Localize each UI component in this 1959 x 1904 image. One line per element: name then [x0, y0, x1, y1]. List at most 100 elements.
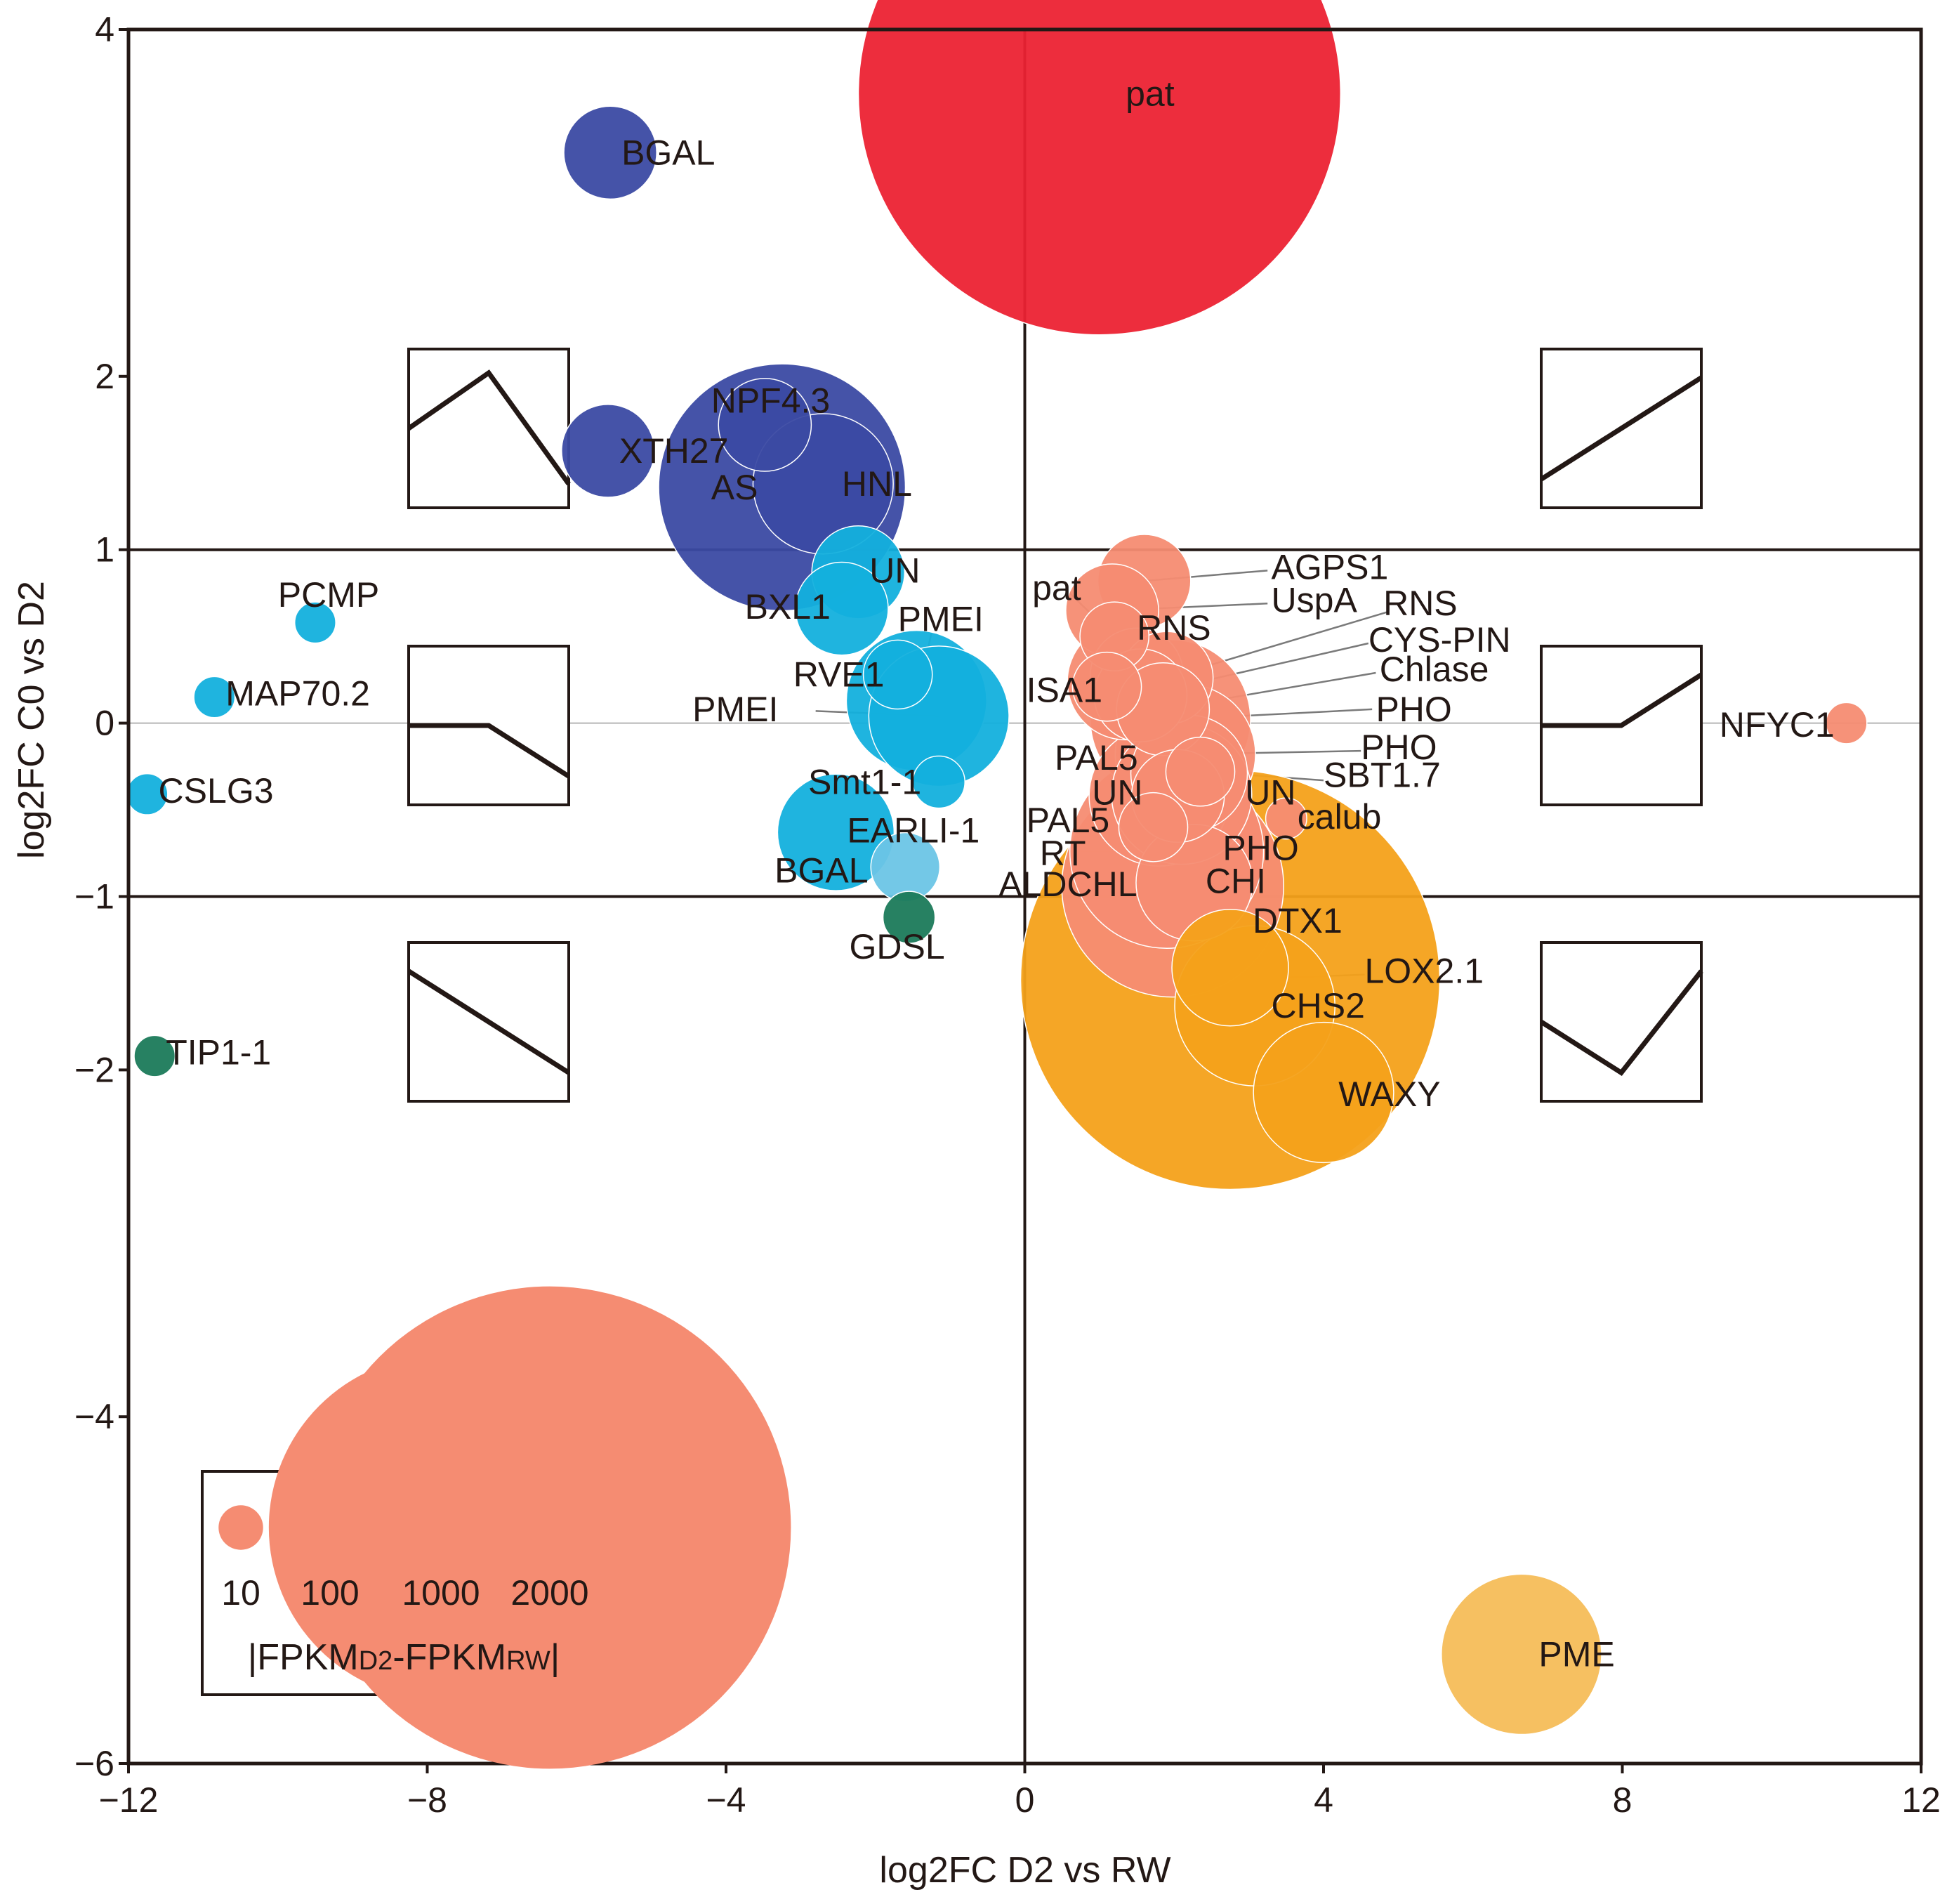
axis-ticks	[119, 28, 1922, 1773]
legend-size-marker	[308, 1286, 791, 1769]
data-point-earli-1	[777, 773, 895, 891]
point-label: PMEI	[692, 690, 778, 729]
x-tick-label: 8	[1613, 1780, 1632, 1820]
point-label: CSLG3	[159, 771, 274, 810]
legend-size-label: 10	[221, 1573, 260, 1613]
data-point-bgal	[563, 105, 657, 200]
y-tick-label: 0	[95, 704, 114, 743]
x-tick-label: −4	[706, 1780, 746, 1820]
data-point-pme	[1441, 1573, 1602, 1735]
point-label: RT	[1040, 834, 1086, 873]
point-label: PHO	[1222, 828, 1298, 867]
point-label: BXL1	[745, 587, 831, 626]
point-label: UN	[869, 551, 920, 590]
x-tick-label: 4	[1314, 1780, 1333, 1820]
point-label: TIP1-1	[166, 1033, 271, 1072]
point-label: PMEI	[898, 599, 984, 638]
point-label: MAP70.2	[225, 674, 370, 714]
point-label: CYS-PIN	[1368, 620, 1511, 659]
point-label: RNS	[1383, 584, 1458, 623]
legend-size-label: 2000	[510, 1573, 588, 1613]
point-label: WAXY	[1338, 1075, 1440, 1114]
point-label: SBT1.7	[1324, 756, 1441, 795]
trend-inset-line	[409, 723, 570, 779]
legend-size-markers	[218, 1286, 791, 1769]
x-tick-label: −12	[99, 1780, 159, 1820]
point-label: UspA	[1272, 580, 1358, 619]
data-points	[126, 0, 1868, 1735]
data-point-pat	[857, 0, 1341, 336]
legend-size-marker	[218, 1505, 263, 1550]
point-label: PHO	[1361, 728, 1437, 767]
legend-title-part: -FPKM	[393, 1637, 506, 1678]
point-label: PAL5	[1055, 738, 1138, 777]
trend-inset-middle-right	[1540, 645, 1703, 806]
point-label: Chlase	[1380, 650, 1489, 689]
y-tick-label: 2	[95, 357, 114, 396]
point-label: DTX1	[1253, 901, 1343, 940]
data-point-waxy	[1253, 1021, 1394, 1164]
x-tick-label: 12	[1901, 1780, 1941, 1820]
size-legend: 10 100 1000 2000 |FPKMD2-FPKMRW|	[201, 1286, 791, 1769]
point-label: EARLI-1	[847, 811, 980, 851]
point-label: XTH27	[619, 431, 729, 471]
point-label: RVE1	[793, 655, 885, 694]
data-point-map70-2	[193, 676, 236, 718]
trend-insets	[407, 348, 1703, 1103]
y-tick-label: −6	[74, 1744, 114, 1783]
trend-inset-lower-left	[407, 941, 570, 1103]
y-tick-label: 4	[95, 10, 114, 49]
x-tick-label: 0	[1015, 1780, 1035, 1820]
point-label: BGAL	[774, 851, 868, 890]
y-tick-labels: 4 2 1 0 −1 −2 −4 −6	[74, 10, 114, 1783]
legend-title-part: |FPKM	[248, 1637, 359, 1678]
point-label: pat	[1126, 74, 1175, 113]
data-point-nfyc1	[1825, 702, 1868, 744]
trend-inset-line	[1541, 672, 1703, 728]
y-tick-label: −2	[74, 1050, 114, 1089]
legend-size-label: 100	[301, 1573, 359, 1613]
data-point-cslg3	[126, 773, 169, 815]
data-point-dtx1	[1171, 908, 1289, 1027]
point-label: PME	[1538, 1634, 1614, 1674]
point-label: Smt1-1	[808, 763, 921, 802]
data-point-gdsl	[882, 891, 936, 944]
point-label: RNS	[1137, 608, 1211, 648]
data-point-npf4-3	[718, 378, 812, 472]
legend-title: |FPKMD2-FPKMRW|	[248, 1637, 560, 1678]
point-label: NFYC1	[1720, 705, 1835, 744]
trend-inset-middle-left	[407, 645, 570, 806]
point-label: LOX2.1	[1365, 952, 1484, 991]
data-point-bxl1	[795, 561, 889, 656]
trend-inset-upper-right	[1540, 348, 1703, 509]
point-label: AS	[711, 468, 758, 507]
point-label: CHS2	[1272, 986, 1365, 1025]
x-tick-label: −8	[407, 1780, 447, 1820]
point-label: UN	[1092, 773, 1142, 812]
data-point-tip1-1	[133, 1035, 176, 1077]
data-point-pal5	[1118, 792, 1189, 862]
point-label: NPF4.3	[711, 381, 831, 420]
point-label: AGPS1	[1272, 547, 1389, 586]
y-tick-label: −4	[74, 1397, 114, 1436]
data-point-isa1	[1071, 651, 1142, 722]
trend-inset-upper-left	[407, 348, 571, 509]
x-axis-label: log2FC D2 vs RW	[879, 1850, 1170, 1891]
x-tick-labels: −12 −8 −4 0 4 8 12	[99, 1780, 1941, 1820]
trend-inset-line	[1540, 375, 1703, 482]
trend-inset-box	[1540, 941, 1703, 1103]
data-point-rve1	[862, 639, 933, 710]
point-label: PAL5	[1027, 801, 1110, 840]
trend-inset-line	[407, 969, 570, 1075]
y-tick-label: −1	[74, 877, 114, 917]
legend-title-subscript: RW	[506, 1646, 550, 1676]
point-label: HNL	[842, 464, 912, 504]
point-label: BGAL	[621, 133, 715, 172]
legend-size-labels: 10 100 1000 2000	[221, 1573, 588, 1613]
trend-inset-line	[1540, 969, 1703, 1076]
point-label: pat	[1032, 568, 1081, 608]
legend-title-part: |	[550, 1637, 560, 1678]
point-label: ISA1	[1027, 671, 1102, 710]
